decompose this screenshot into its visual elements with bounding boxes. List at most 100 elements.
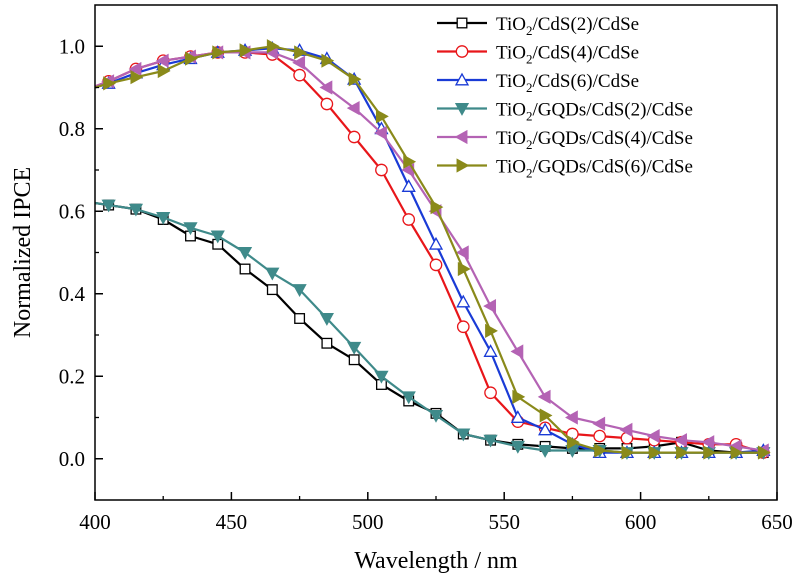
x-axis-title: Wavelength / nm	[354, 548, 518, 574]
data-point-6-26	[757, 445, 771, 460]
data-point-2-9	[293, 68, 306, 82]
legend-marker	[454, 72, 470, 86]
data-point-6-5	[185, 51, 198, 66]
data-point-4-16	[483, 434, 498, 448]
data-point-3-1	[75, 86, 87, 97]
data-point-3-16	[483, 344, 498, 357]
series-6	[77, 39, 771, 460]
data-point-1-9	[294, 313, 306, 324]
data-point-6-19	[566, 435, 580, 450]
y-tick-label: 0.0	[59, 447, 85, 471]
data-point-5-3	[128, 61, 142, 77]
legend-label: TiO2/GQDs/CdS(4)/CdSe	[496, 128, 693, 152]
data-point-2-20	[593, 429, 607, 443]
x-tick-label: 450	[216, 510, 248, 534]
legend-label: TiO2/GQDs/CdS(6)/CdSe	[496, 157, 693, 181]
legend-marker	[455, 45, 469, 58]
data-point-6-11	[348, 72, 362, 87]
legend-marker	[456, 158, 470, 173]
x-tick-label: 500	[352, 510, 384, 534]
legend-marker	[454, 129, 468, 145]
data-point-6-1	[77, 86, 88, 98]
data-point-5-21	[619, 422, 633, 437]
data-point-6-20	[594, 443, 608, 458]
y-tick-label: 0.4	[59, 282, 86, 306]
data-point-5-9	[292, 55, 306, 70]
data-point-3-14	[428, 236, 444, 250]
x-tick-label: 650	[761, 510, 793, 534]
data-point-6-24	[703, 445, 717, 460]
data-point-6-13	[403, 154, 417, 169]
data-point-6-12	[375, 109, 389, 124]
data-point-4-10	[319, 313, 334, 326]
data-point-5-18	[537, 389, 551, 404]
data-point-2-16	[484, 386, 497, 400]
data-point-4-3	[128, 203, 144, 217]
data-point-5-17	[510, 344, 524, 359]
data-point-4-8	[265, 267, 280, 281]
data-point-5-19	[565, 410, 578, 425]
data-point-4-2	[101, 199, 116, 213]
data-point-6-18	[539, 408, 553, 423]
legend-entry-5: TiO2/GQDs/CdS(4)/CdSe	[437, 128, 693, 152]
data-point-1-11	[348, 354, 360, 366]
y-tick-label: 1.0	[59, 34, 85, 58]
data-point-2-10	[320, 97, 334, 111]
data-point-6-21	[621, 445, 635, 460]
data-point-6-4	[157, 63, 171, 79]
legend-entry-1: TiO2/CdS(2)/CdSe	[437, 14, 639, 38]
data-point-4-9	[292, 284, 307, 297]
data-point-2-1	[76, 86, 87, 97]
legend-label: TiO2/CdS(4)/CdSe	[496, 43, 639, 67]
data-point-4-6	[210, 230, 225, 244]
data-point-5-16	[483, 299, 497, 314]
data-point-6-10	[321, 53, 335, 68]
data-point-5-24	[701, 435, 715, 450]
data-point-5-23	[674, 433, 687, 448]
data-point-5-4	[155, 53, 169, 68]
data-point-2-11	[347, 130, 361, 144]
data-point-4-13	[401, 391, 416, 405]
data-point-2-13	[402, 213, 416, 226]
legend: TiO2/CdS(2)/CdSe TiO2/CdS(4)/CdSe TiO2/CdS…	[437, 14, 693, 181]
legend-label: TiO2/CdS(2)/CdSe	[496, 14, 639, 38]
series-4	[95, 199, 771, 460]
legend-label: TiO2/CdS(6)/CdSe	[496, 71, 639, 95]
x-tick-label: 550	[488, 510, 520, 534]
data-point-1-10	[321, 337, 333, 349]
data-point-4-11	[347, 341, 362, 355]
series-line-4	[95, 201, 764, 454]
data-point-6-22	[648, 445, 662, 460]
data-point-4-15	[456, 428, 471, 442]
y-axis-title: Normalized IPCE	[10, 167, 36, 338]
data-point-2-15	[456, 320, 470, 334]
data-point-5-12	[374, 125, 387, 140]
data-point-6-3	[130, 70, 144, 85]
data-point-1-8	[266, 284, 278, 296]
data-point-4-18	[538, 445, 553, 458]
legend-entry-3: TiO2/CdS(6)/CdSe	[437, 71, 639, 95]
data-point-6-15	[457, 261, 471, 277]
data-point-4-5	[183, 222, 198, 236]
data-point-3-15	[456, 294, 471, 308]
data-point-5-15	[455, 245, 469, 260]
data-point-4-7	[237, 247, 253, 260]
series-1	[95, 199, 769, 459]
legend-marker	[454, 103, 470, 116]
data-point-5-10	[319, 80, 333, 95]
plot-frame	[94, 4, 778, 501]
data-point-5-20	[592, 416, 606, 431]
legend-entry-4: TiO2/GQDs/CdS(2)/CdSe	[437, 100, 693, 124]
data-point-6-6	[212, 45, 226, 60]
y-tick-label: 0.6	[59, 199, 85, 223]
data-point-3-13	[401, 179, 416, 192]
data-point-4-17	[510, 440, 525, 454]
data-point-6-14	[430, 200, 444, 215]
legend-label: TiO2/GQDs/CdS(2)/CdSe	[496, 100, 693, 124]
series-layer	[75, 39, 771, 460]
axes-layer: 400 450 500 550 600 650 0.0 0.2 0.4 0.6 0.8 1.0 Wave…	[10, 4, 793, 574]
data-point-4-14	[428, 409, 444, 423]
data-point-3-18	[538, 422, 553, 436]
y-tick-label: 0.2	[59, 364, 85, 388]
data-point-6-23	[676, 445, 689, 460]
